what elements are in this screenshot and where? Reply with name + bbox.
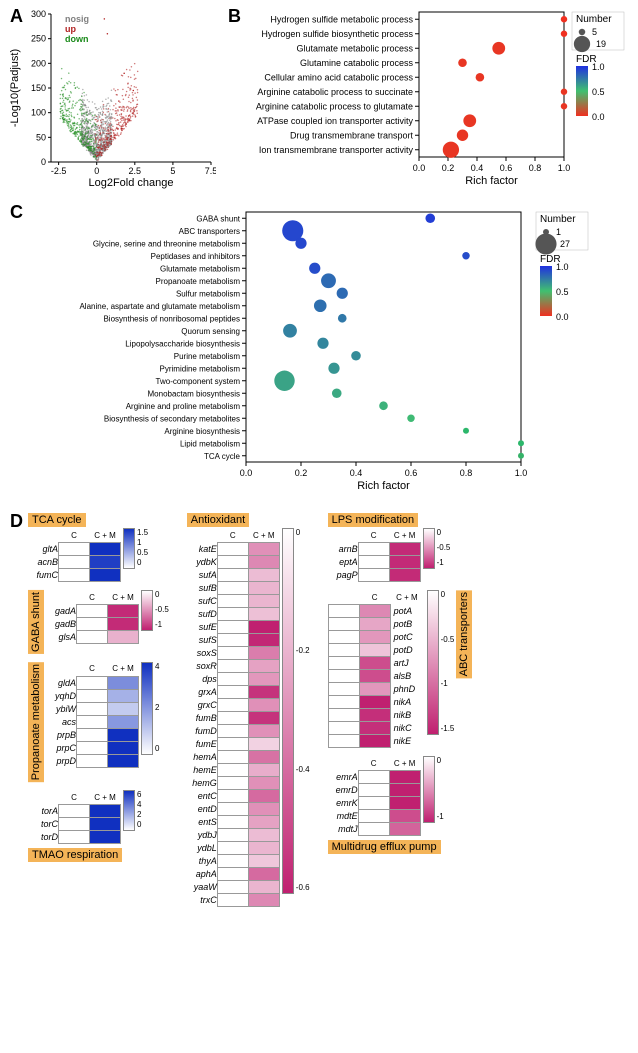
svg-text:7.5: 7.5 <box>205 166 216 176</box>
svg-text:Propanoate metabolism: Propanoate metabolism <box>156 277 241 286</box>
svg-text:0.2: 0.2 <box>442 163 455 173</box>
svg-text:Quorum sensing: Quorum sensing <box>181 327 240 336</box>
svg-text:5: 5 <box>592 27 597 37</box>
svg-text:Glycine, serine and threonine: Glycine, serine and threonine metabolism <box>93 239 241 248</box>
svg-text:0.0: 0.0 <box>592 112 605 122</box>
panel-b-label: B <box>228 6 241 27</box>
svg-text:Purine metabolism: Purine metabolism <box>174 352 241 361</box>
svg-text:Number: Number <box>576 14 612 25</box>
svg-text:Drug transmembrane transport: Drug transmembrane transport <box>290 130 414 140</box>
svg-text:Hydrogen sulfide biosynthetic: Hydrogen sulfide biosynthetic process <box>261 29 413 39</box>
svg-text:Rich factor: Rich factor <box>357 480 410 492</box>
panel-d-label: D <box>10 511 23 532</box>
panel-a: A -2.5 0 2.5 5 7.5 0 50 100 150 200 250 300 -Log10(P… <box>6 4 216 194</box>
svg-text:Glutamate metabolism: Glutamate metabolism <box>160 264 240 273</box>
svg-text:Arginine biosynthesis: Arginine biosynthesis <box>164 427 240 436</box>
svg-text:200: 200 <box>31 58 46 68</box>
svg-text:Sulfur metabolism: Sulfur metabolism <box>176 289 240 298</box>
svg-text:Number: Number <box>540 214 576 225</box>
svg-text:0.6: 0.6 <box>405 468 418 478</box>
svg-text:-Log10(Padjust): -Log10(Padjust) <box>9 49 21 127</box>
svg-text:GABA shunt: GABA shunt <box>196 214 240 223</box>
svg-text:150: 150 <box>31 83 46 93</box>
panel-c-bubble: 0.0 0.2 0.4 0.6 0.8 1.0 Rich factor GABA shunt A… <box>6 200 632 500</box>
panel-c-label: C <box>10 202 23 223</box>
svg-text:0: 0 <box>41 157 46 167</box>
svg-text:1: 1 <box>556 227 561 237</box>
svg-text:27: 27 <box>560 239 570 249</box>
svg-text:1.0: 1.0 <box>558 163 571 173</box>
svg-text:0.2: 0.2 <box>295 468 308 478</box>
svg-text:250: 250 <box>31 34 46 44</box>
panel-b: B 0.0 0.2 0.4 0.6 0.8 1.0 Rich factor Hydrogen … <box>224 4 632 194</box>
svg-text:Biosynthesis of nonribosomal p: Biosynthesis of nonribosomal peptides <box>103 314 240 323</box>
svg-text:-2.5: -2.5 <box>51 166 67 176</box>
svg-text:0: 0 <box>94 166 99 176</box>
svg-text:nosig: nosig <box>65 14 89 24</box>
svg-text:Ion transmembrane transporter: Ion transmembrane transporter activity <box>259 145 414 155</box>
svg-text:0.6: 0.6 <box>500 163 513 173</box>
svg-text:1.0: 1.0 <box>592 62 605 72</box>
svg-text:Arginine and proline metabolis: Arginine and proline metabolism <box>126 402 241 411</box>
svg-text:Lipopolysaccharide biosynthesi: Lipopolysaccharide biosynthesis <box>125 339 240 348</box>
svg-text:ABC transporters: ABC transporters <box>179 227 240 236</box>
volcano-plot: -2.5 0 2.5 5 7.5 0 50 100 150 200 250 300 -Log10(Pad… <box>6 4 216 189</box>
svg-text:Pyrimidine metabolism: Pyrimidine metabolism <box>160 364 241 373</box>
svg-text:Glutamine catabolic process: Glutamine catabolic process <box>300 58 414 68</box>
svg-text:Monobactam biosynthesis: Monobactam biosynthesis <box>148 389 241 398</box>
svg-text:0.8: 0.8 <box>529 163 542 173</box>
panel-b-bubble: 0.0 0.2 0.4 0.6 0.8 1.0 Rich factor Hydrogen su… <box>224 4 632 189</box>
panel-a-label: A <box>10 6 23 27</box>
svg-text:Lipid metabolism: Lipid metabolism <box>180 439 240 448</box>
svg-text:Glutamate metabolic process: Glutamate metabolic process <box>296 43 413 53</box>
svg-text:Log2Fold change: Log2Fold change <box>88 177 173 189</box>
panel-c: C 0.0 0.2 0.4 0.6 0.8 1.0 Rich factor GABA shun… <box>6 200 632 505</box>
svg-text:1.0: 1.0 <box>556 262 569 272</box>
svg-text:Biosynthesis of secondary meta: Biosynthesis of secondary metabolites <box>104 414 240 423</box>
svg-text:5: 5 <box>170 166 175 176</box>
svg-text:0.4: 0.4 <box>350 468 363 478</box>
svg-text:2.5: 2.5 <box>129 166 142 176</box>
svg-text:19: 19 <box>596 39 606 49</box>
svg-text:0.0: 0.0 <box>556 312 569 322</box>
svg-text:TCA cycle: TCA cycle <box>204 452 241 461</box>
svg-text:Alanine, aspartate and glutama: Alanine, aspartate and glutamate metabol… <box>79 302 240 311</box>
svg-text:Arginine catabolic process to: Arginine catabolic process to glutamate <box>256 101 413 111</box>
svg-text:50: 50 <box>36 132 46 142</box>
svg-text:Two-component system: Two-component system <box>156 377 241 386</box>
svg-text:300: 300 <box>31 9 46 19</box>
svg-text:Arginine catabolic process to: Arginine catabolic process to succinate <box>257 87 413 97</box>
svg-text:Rich factor: Rich factor <box>465 175 518 187</box>
svg-text:Cellular amino acid catabolic: Cellular amino acid catabolic process <box>264 72 413 82</box>
svg-text:0.5: 0.5 <box>592 87 605 97</box>
svg-text:Hydrogen sulfide metabolic pro: Hydrogen sulfide metabolic process <box>270 14 413 24</box>
svg-text:down: down <box>65 34 89 44</box>
svg-text:0.0: 0.0 <box>240 468 253 478</box>
svg-text:up: up <box>65 24 76 34</box>
svg-text:0.4: 0.4 <box>471 163 484 173</box>
svg-text:ATPase coupled ion transporter: ATPase coupled ion transporter activity <box>257 116 413 126</box>
svg-text:Peptidases and inhibitors: Peptidases and inhibitors <box>151 252 240 261</box>
svg-text:0.0: 0.0 <box>413 163 426 173</box>
svg-text:1.0: 1.0 <box>515 468 528 478</box>
svg-text:100: 100 <box>31 108 46 118</box>
svg-text:0.8: 0.8 <box>460 468 473 478</box>
panel-d: D TCA cycleCC + MgltAacnBfumC1.510.50GAB… <box>6 509 632 915</box>
svg-text:0.5: 0.5 <box>556 287 569 297</box>
